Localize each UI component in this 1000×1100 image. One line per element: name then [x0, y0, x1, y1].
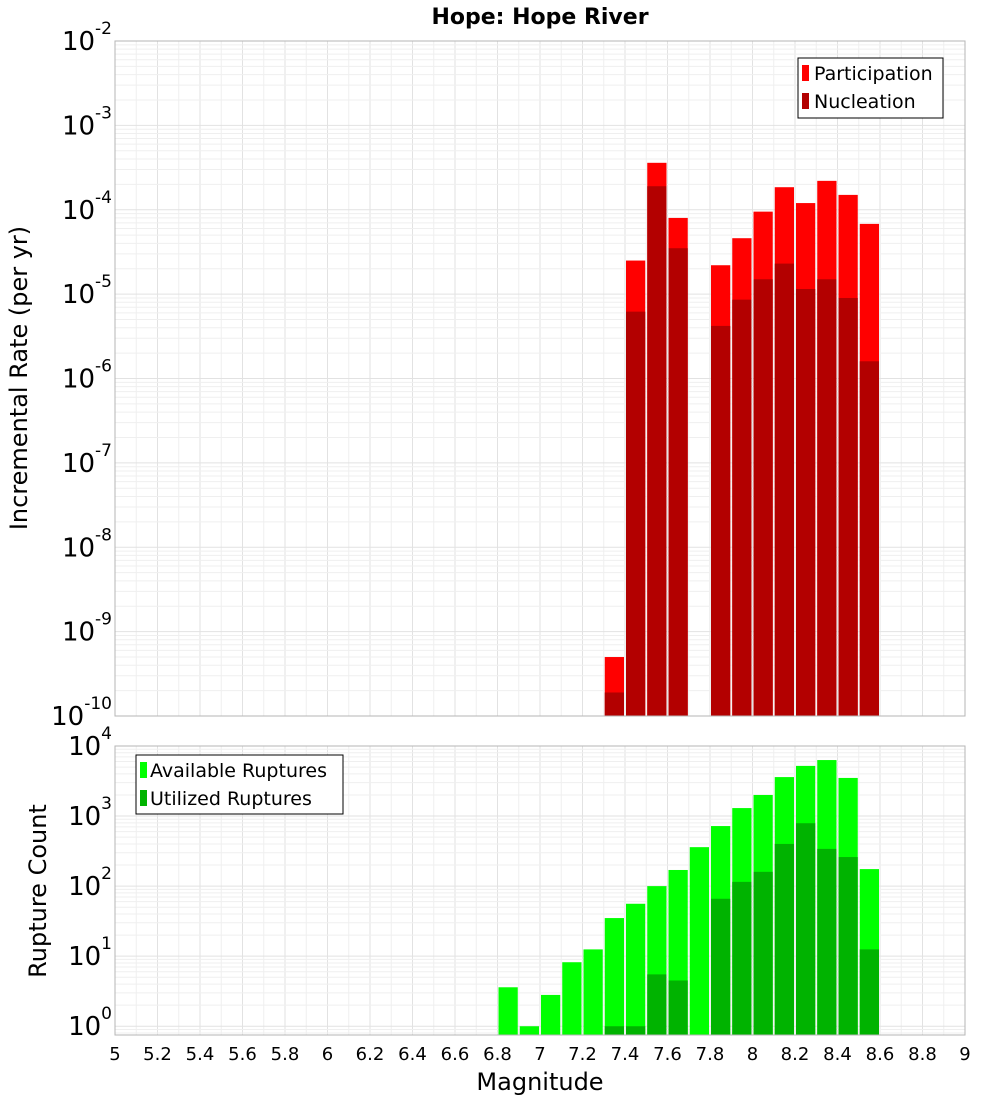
bar-available-ruptures	[541, 994, 561, 1035]
y-tick-label: 100	[68, 1004, 112, 1042]
y-tick-label: 10-4	[62, 188, 112, 226]
legend-label-nucleation: Nucleation	[814, 91, 916, 113]
bar-available-ruptures	[498, 987, 518, 1035]
count-x-ticks: 5 5.2 5.4 5.6 5.8 6 6.2 6.4 6.6 6.8 7 7.2 7.4 7.6 7.8 8…	[109, 1044, 970, 1065]
x-tick-label: 6.2	[356, 1044, 385, 1065]
bar-nucleation	[604, 692, 624, 716]
x-axis-label: Magnitude	[476, 1068, 603, 1096]
y-tick-label: 10-3	[62, 103, 112, 141]
y-tick-label: 10-7	[62, 441, 112, 479]
bar-utilized-ruptures	[753, 871, 773, 1035]
bar-utilized-ruptures	[774, 843, 794, 1035]
x-tick-label: 7.4	[611, 1044, 640, 1065]
rate-legend-box	[797, 57, 944, 119]
y-tick-label: 103	[68, 794, 112, 832]
x-tick-label: 6.4	[398, 1044, 427, 1065]
x-tick-label: 5.4	[186, 1044, 215, 1065]
count-panel: 104 103 102 101 100 5 5.2 5.4 5.6 5.8 6 6.2 6.4 6.6 6…	[24, 724, 971, 1096]
x-tick-label: 8.4	[823, 1044, 852, 1065]
bar-nucleation	[668, 248, 688, 717]
rate-plot-frame	[114, 40, 966, 717]
x-tick-label: 8.8	[908, 1044, 937, 1065]
x-tick-label: 5.6	[228, 1044, 257, 1065]
count-legend-box	[135, 754, 344, 815]
y-tick-label: 10-2	[62, 19, 112, 57]
y-tick-label: 101	[68, 934, 112, 972]
y-tick-label: 102	[68, 864, 112, 902]
rate-y-ticks: 10-2 10-3 10-4 10-5 10-6 10-7 10-8 10-9 10-10	[51, 19, 112, 732]
rate-y-axis-label: Incremental Rate (per yr)	[5, 226, 33, 530]
bar-utilized-ruptures	[604, 1026, 624, 1035]
y-tick-label: 104	[68, 724, 112, 762]
bar-available-ruptures	[689, 847, 709, 1035]
bar-available-ruptures	[604, 918, 624, 1035]
y-tick-label: 10-9	[62, 610, 112, 648]
bar-utilized-ruptures	[796, 823, 816, 1035]
x-tick-label: 8	[747, 1044, 758, 1065]
x-tick-label: 6	[322, 1044, 333, 1065]
x-tick-label: 6.8	[483, 1044, 512, 1065]
bar-nucleation	[647, 186, 667, 716]
bar-nucleation	[753, 279, 773, 716]
bar-nucleation	[796, 289, 816, 716]
count-legend: Available Ruptures Utilized Ruptures	[135, 754, 344, 815]
x-tick-label: 5	[109, 1044, 120, 1065]
bar-nucleation	[817, 279, 837, 716]
rate-panel: 10-2 10-3 10-4 10-5 10-6 10-7 10-8 10-9 10-10 In…	[5, 19, 966, 732]
bar-nucleation	[838, 297, 858, 716]
x-tick-label: 7.6	[653, 1044, 682, 1065]
legend-label-available-ruptures: Available Ruptures	[150, 760, 327, 782]
rate-legend: Participation Nucleation	[797, 57, 944, 119]
x-tick-label: 8.6	[866, 1044, 895, 1065]
bar-available-ruptures	[519, 1026, 539, 1035]
bar-utilized-ruptures	[859, 949, 879, 1035]
bar-utilized-ruptures	[711, 898, 731, 1035]
bar-nucleation	[774, 263, 794, 716]
y-tick-label: 10-6	[62, 357, 112, 395]
count-plot-frame	[114, 745, 966, 1036]
bar-nucleation	[626, 311, 646, 716]
x-tick-label: 8.2	[781, 1044, 810, 1065]
rate-bars	[604, 162, 879, 717]
y-tick-label: 10-10	[51, 694, 112, 732]
x-tick-label: 7.2	[568, 1044, 597, 1065]
x-tick-label: 5.8	[271, 1044, 300, 1065]
rate-grid	[114, 40, 966, 717]
legend-swatch-available-ruptures	[140, 762, 147, 778]
bar-utilized-ruptures	[668, 980, 688, 1035]
chart-title: Hope: Hope River	[431, 5, 648, 30]
count-y-axis-label: Rupture Count	[24, 804, 52, 978]
bar-utilized-ruptures	[732, 881, 752, 1035]
bar-available-ruptures	[626, 903, 646, 1035]
bar-utilized-ruptures	[838, 857, 858, 1035]
count-bars	[498, 760, 879, 1035]
x-tick-label: 7.8	[696, 1044, 725, 1065]
legend-swatch-nucleation	[802, 93, 809, 109]
y-tick-label: 10-8	[62, 525, 112, 563]
bar-utilized-ruptures	[647, 974, 667, 1035]
y-tick-label: 10-5	[62, 272, 112, 310]
bar-nucleation	[732, 299, 752, 716]
bar-available-ruptures	[562, 962, 582, 1035]
legend-label-participation: Participation	[814, 63, 933, 85]
bar-available-ruptures	[583, 949, 603, 1035]
x-tick-label: 7	[534, 1044, 545, 1065]
count-y-ticks: 104 103 102 101 100	[68, 724, 112, 1042]
bar-nucleation	[859, 361, 879, 716]
bar-nucleation	[711, 325, 731, 716]
legend-swatch-utilized-ruptures	[140, 790, 147, 806]
x-tick-label: 6.6	[441, 1044, 470, 1065]
bar-utilized-ruptures	[626, 1026, 646, 1035]
x-tick-label: 5.2	[143, 1044, 172, 1065]
x-tick-label: 9	[959, 1044, 970, 1065]
legend-swatch-participation	[802, 65, 809, 81]
bar-utilized-ruptures	[817, 848, 837, 1035]
legend-label-utilized-ruptures: Utilized Ruptures	[150, 788, 312, 810]
